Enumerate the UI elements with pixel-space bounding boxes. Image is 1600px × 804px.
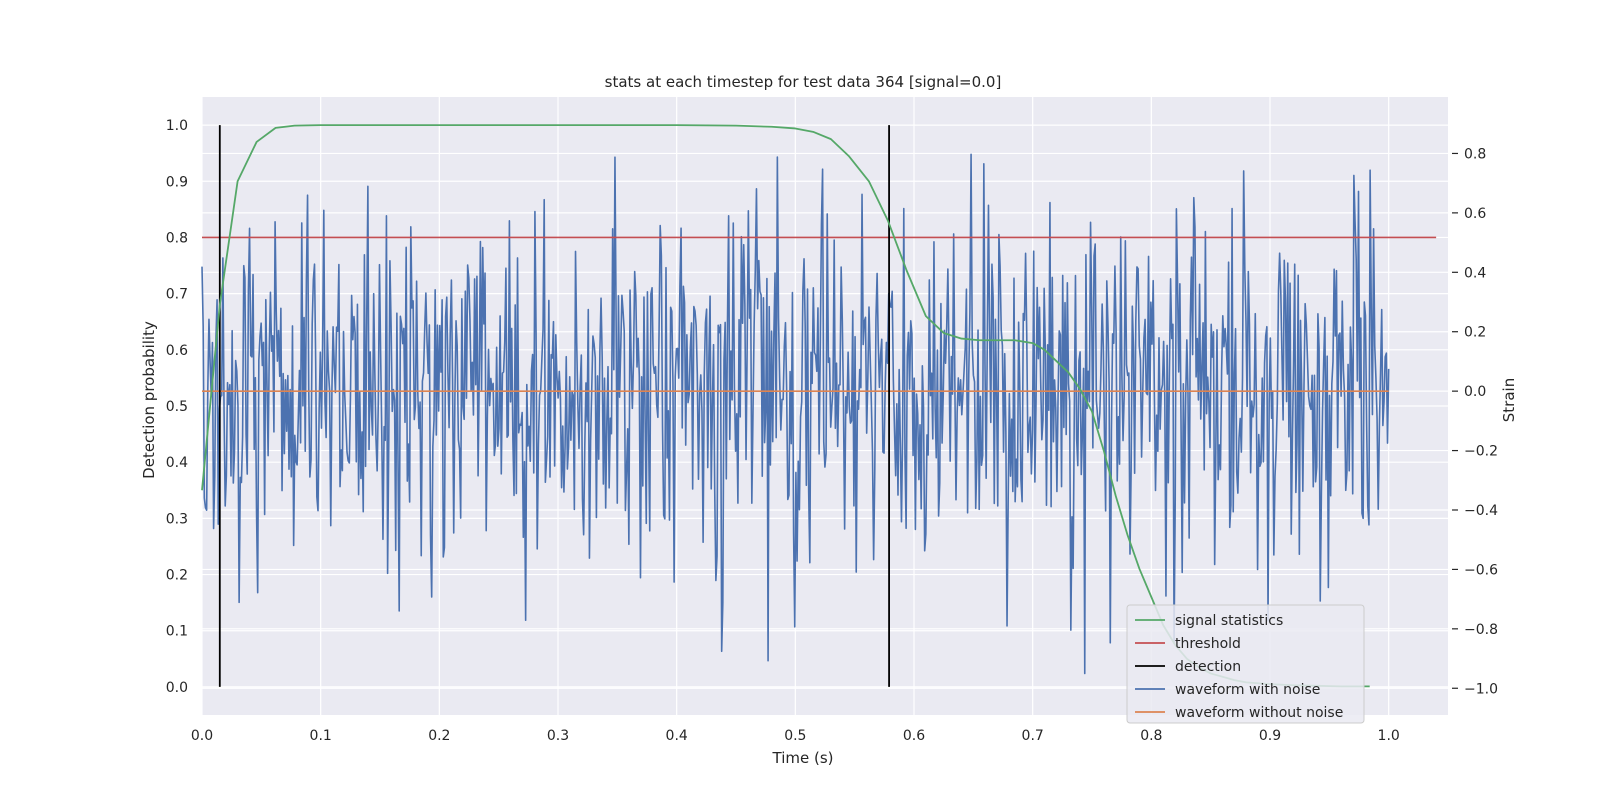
y-right-tick-label: −0.2: [1464, 444, 1498, 460]
y-axis-left-label: Detection probability: [140, 321, 158, 479]
legend-item: detection: [1135, 659, 1241, 675]
y-left-tick-label: 0.9: [166, 174, 188, 190]
x-tick-label: 0.3: [547, 728, 569, 744]
legend-label: detection: [1175, 659, 1241, 675]
y-right-tick-label: −1.0: [1464, 681, 1498, 697]
legend-label: threshold: [1175, 636, 1241, 652]
legend-box: [1126, 604, 1365, 724]
y-right-tick-label: −0.8: [1464, 622, 1498, 638]
y-left-tick-label: 0.3: [166, 511, 188, 527]
y-right-tick-label: 0.4: [1464, 265, 1486, 281]
legend: signal statistics threshold detection wavef…: [1126, 604, 1365, 724]
x-tick-label: 1.0: [1378, 728, 1400, 744]
axes: 0.0 0.1 0.2 0.3 0.4 0.5 0.6 0.7 0.8 0.9 1.0 0.0 0.1 0…: [166, 118, 1498, 744]
x-tick-label: 0.7: [1022, 728, 1044, 744]
y-right-tick-label: −0.4: [1464, 503, 1498, 519]
x-tick-label: 0.6: [903, 728, 925, 744]
x-tick-label: 0.8: [1140, 728, 1162, 744]
x-tick-label: 0.5: [784, 728, 806, 744]
legend-item: signal statistics: [1135, 613, 1283, 629]
legend-label: waveform without noise: [1175, 705, 1343, 721]
y-left-tick-label: 1.0: [166, 118, 188, 134]
y-right-tick-label: 0.6: [1464, 206, 1486, 222]
y-left-tick-label: 0.0: [166, 680, 188, 696]
y-left-tick-label: 0.6: [166, 343, 188, 359]
x-tick-label: 0.2: [428, 728, 450, 744]
legend-label: signal statistics: [1175, 613, 1283, 629]
x-tick-label: 0.0: [191, 728, 213, 744]
y-left-tick-label: 0.4: [166, 455, 188, 471]
y-axis-right-label: Strain: [1500, 378, 1518, 422]
y-left-tick-label: 0.8: [166, 230, 188, 246]
series-waveform-with-noise: [201, 153, 1390, 675]
legend-item: waveform without noise: [1135, 705, 1343, 721]
y-right-tick-label: 0.2: [1464, 325, 1486, 341]
y-left-tick-label: 0.2: [166, 568, 188, 584]
x-tick-label: 0.9: [1259, 728, 1281, 744]
x-tick-label: 0.4: [666, 728, 688, 744]
x-axis-label: Time (s): [772, 749, 834, 767]
x-tick-label: 0.1: [310, 728, 332, 744]
legend-item: waveform with noise: [1135, 682, 1320, 698]
y-left-tick-label: 0.5: [166, 399, 188, 415]
y-left-tick-label: 0.7: [166, 287, 188, 303]
y-right-tick-label: 0.8: [1464, 146, 1486, 162]
y-right-tick-label: 0.0: [1464, 384, 1486, 400]
y-left-tick-label: 0.1: [166, 624, 188, 640]
legend-label: waveform with noise: [1175, 682, 1320, 698]
legend-item: threshold: [1135, 636, 1241, 652]
chart-title: stats at each timestep for test data 364…: [605, 73, 1002, 91]
y-right-tick-label: −0.6: [1464, 562, 1498, 578]
